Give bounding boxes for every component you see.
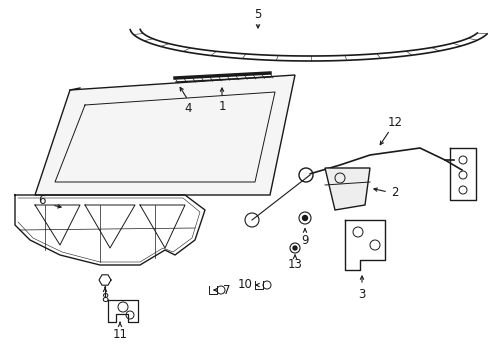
Text: 9: 9 — [301, 234, 308, 247]
Text: 13: 13 — [287, 258, 302, 271]
Text: 7: 7 — [223, 284, 230, 297]
Polygon shape — [325, 168, 369, 210]
Circle shape — [303, 172, 308, 178]
Text: 6: 6 — [38, 194, 46, 207]
Text: 2: 2 — [390, 185, 398, 198]
Circle shape — [302, 216, 307, 220]
Text: 3: 3 — [358, 288, 365, 301]
Text: 1: 1 — [218, 100, 225, 113]
Text: 8: 8 — [101, 292, 108, 305]
Text: 11: 11 — [112, 328, 127, 341]
Text: 4: 4 — [184, 103, 191, 116]
Text: 10: 10 — [237, 279, 252, 292]
Circle shape — [292, 246, 296, 250]
Polygon shape — [35, 75, 294, 195]
Text: 12: 12 — [386, 116, 402, 129]
Text: 5: 5 — [254, 8, 261, 21]
